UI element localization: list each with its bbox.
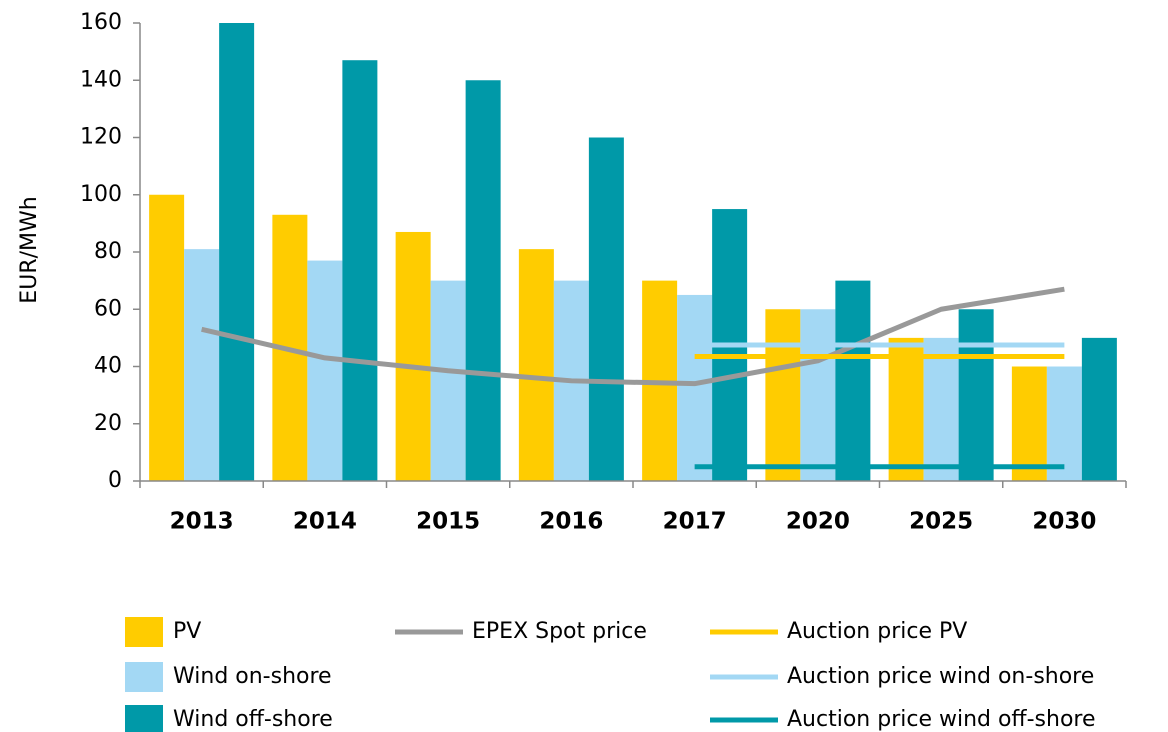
legend-swatch <box>125 705 163 732</box>
x-tick-label: 2015 <box>416 509 480 535</box>
legend-label: Wind on-shore <box>173 664 332 689</box>
bar <box>888 337 924 481</box>
bar <box>958 309 994 481</box>
bar <box>800 309 836 481</box>
bar <box>588 137 624 481</box>
x-tick-label: 2025 <box>909 509 973 535</box>
y-tick-label: 80 <box>94 239 122 264</box>
bar <box>184 249 220 481</box>
x-tick-label: 2020 <box>786 509 850 535</box>
bar <box>1011 366 1047 481</box>
legend-label: PV <box>173 619 201 644</box>
y-tick-label: 40 <box>94 354 122 379</box>
bar <box>923 337 959 481</box>
legend-swatch <box>125 617 163 647</box>
bar <box>342 60 378 482</box>
y-tick-label: 120 <box>80 125 122 150</box>
x-tick-label: 2013 <box>170 509 234 535</box>
bar <box>1081 337 1117 481</box>
bar <box>395 231 431 481</box>
y-tick-label: 60 <box>94 296 122 321</box>
legend-label: Auction price PV <box>787 619 967 644</box>
bar <box>765 309 801 481</box>
bar <box>307 260 343 481</box>
y-tick-label: 140 <box>80 67 122 92</box>
legend-label: Auction price wind off-shore <box>787 707 1096 732</box>
x-tick-label: 2014 <box>293 509 357 535</box>
bar <box>677 294 713 481</box>
y-tick-label: 0 <box>108 468 122 493</box>
x-tick-label: 2030 <box>1032 509 1096 535</box>
bar <box>149 194 185 481</box>
bar <box>1046 366 1082 481</box>
y-tick-label: 160 <box>80 10 122 35</box>
y-tick-label: 100 <box>80 182 122 207</box>
bar <box>518 249 554 481</box>
legend-label: EPEX Spot price <box>472 619 647 644</box>
legend-label: Wind off-shore <box>173 707 333 732</box>
bar <box>219 23 255 481</box>
bar <box>835 280 871 481</box>
x-tick-label: 2016 <box>539 509 603 535</box>
y-tick-label: 20 <box>94 411 122 436</box>
legend-swatch <box>125 662 163 692</box>
bar <box>465 80 501 481</box>
x-tick-label: 2017 <box>663 509 727 535</box>
bar <box>430 280 466 481</box>
line-series <box>201 286 1065 387</box>
legend-label: Auction price wind on-shore <box>787 664 1094 689</box>
y-axis-label: EUR/MWh <box>17 196 42 303</box>
